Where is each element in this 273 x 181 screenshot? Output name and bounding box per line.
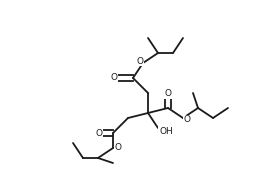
Text: O: O xyxy=(96,129,102,138)
Text: O: O xyxy=(111,73,117,83)
Text: O: O xyxy=(114,144,121,153)
Text: O: O xyxy=(136,56,144,66)
Text: OH: OH xyxy=(159,127,173,136)
Text: O: O xyxy=(165,89,171,98)
Text: O: O xyxy=(183,115,191,125)
